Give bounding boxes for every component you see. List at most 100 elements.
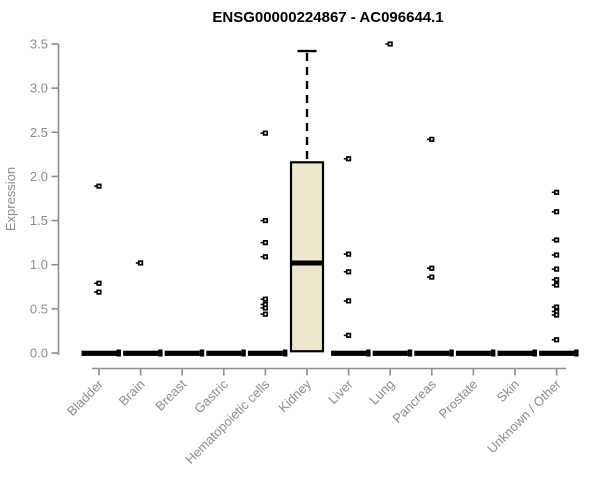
outlier-point-hole bbox=[430, 276, 433, 278]
x-category-label: Kidney bbox=[275, 376, 314, 415]
outlier-point-hole bbox=[347, 334, 350, 337]
outlier-point-tick bbox=[343, 253, 347, 255]
outlier-point-hole bbox=[347, 253, 350, 256]
outlier-point-hole bbox=[555, 239, 558, 241]
zero-bar-end bbox=[116, 349, 121, 357]
outlier-point-tick bbox=[551, 306, 555, 308]
y-tick-label: 3.0 bbox=[30, 81, 48, 96]
zero-bar-end bbox=[532, 349, 537, 357]
outlier-point-hole bbox=[555, 284, 558, 286]
zero-bar bbox=[206, 350, 242, 356]
outlier-point-hole bbox=[555, 310, 558, 313]
box bbox=[289, 161, 325, 353]
zero-bar bbox=[123, 350, 159, 356]
zero-bar bbox=[455, 350, 491, 356]
outlier-point-tick bbox=[551, 284, 555, 286]
outlier-point-tick bbox=[343, 270, 347, 273]
outlier-point-hole bbox=[264, 219, 267, 222]
outlier-point-hole bbox=[555, 306, 558, 308]
marks-layer bbox=[81, 49, 579, 357]
zero-bar-end bbox=[449, 349, 454, 357]
outlier-point-hole bbox=[264, 303, 267, 306]
outlier-point-tick bbox=[385, 43, 388, 45]
zero-bar-end bbox=[241, 349, 246, 357]
outlier-point-tick bbox=[551, 268, 555, 270]
outlier-point-tick bbox=[427, 267, 430, 270]
y-tick-label: 1.5 bbox=[30, 213, 48, 228]
outlier-point-hole bbox=[264, 307, 267, 309]
x-category-label: Pancreas bbox=[389, 376, 439, 426]
outlier-point-tick bbox=[551, 310, 555, 313]
outlier-point-hole bbox=[555, 268, 558, 271]
outlier-point-hole bbox=[264, 132, 267, 135]
y-tick-label: 2.0 bbox=[30, 169, 48, 184]
outlier-point-hole bbox=[98, 291, 100, 293]
zero-bar bbox=[81, 350, 117, 356]
x-category-label: Lung bbox=[366, 377, 397, 408]
outlier-point-tick bbox=[551, 191, 555, 194]
outlier-point-tick bbox=[343, 300, 347, 302]
x-category-label: Skin bbox=[494, 377, 522, 405]
outlier-point-hole bbox=[555, 191, 558, 194]
outlier-point-tick bbox=[260, 298, 263, 300]
outlier-point-hole bbox=[389, 43, 392, 45]
zero-bar bbox=[372, 350, 408, 356]
y-tick-label: 3.5 bbox=[30, 36, 48, 51]
y-tick-label: 1.0 bbox=[30, 257, 48, 272]
outlier-point-tick bbox=[260, 241, 263, 244]
outlier-point-tick bbox=[551, 239, 555, 241]
zero-bar-end bbox=[199, 349, 205, 357]
zero-bar bbox=[331, 350, 367, 356]
outlier-point-hole bbox=[264, 255, 267, 258]
outlier-point-tick bbox=[343, 157, 347, 160]
zero-bar-end bbox=[366, 349, 371, 357]
outlier-point-tick bbox=[551, 278, 555, 281]
outlier-point-tick bbox=[135, 262, 139, 264]
outlier-point-hole bbox=[98, 185, 100, 188]
zero-bar-end bbox=[407, 349, 413, 357]
outlier-point-hole bbox=[430, 138, 433, 141]
outlier-point-tick bbox=[260, 255, 263, 258]
outlier-point-hole bbox=[555, 314, 558, 316]
outlier-point-tick bbox=[260, 303, 263, 306]
outlier-point-hole bbox=[555, 254, 558, 256]
outlier-point-hole bbox=[347, 270, 350, 273]
zero-bar-end bbox=[574, 349, 579, 357]
outlier-point-tick bbox=[260, 219, 263, 222]
outlier-point-hole bbox=[430, 267, 433, 270]
outlier-point-tick bbox=[260, 132, 263, 134]
x-category-label: Bladder bbox=[64, 376, 107, 419]
zero-bar bbox=[539, 350, 575, 356]
outlier-point-tick bbox=[94, 282, 97, 285]
points-layer bbox=[94, 41, 560, 343]
outlier-point-tick bbox=[260, 313, 263, 315]
outlier-point-hole bbox=[98, 282, 100, 285]
outlier-point-tick bbox=[427, 276, 430, 278]
outlier-point-tick bbox=[260, 307, 263, 309]
zero-bar bbox=[164, 350, 200, 356]
x-category-label: Liver bbox=[325, 376, 356, 407]
y-axis-label: Expression bbox=[3, 167, 18, 231]
outlier-point-hole bbox=[555, 210, 558, 213]
zero-bar bbox=[414, 350, 450, 356]
outlier-point-tick bbox=[94, 185, 97, 187]
chart-title: ENSG00000224867 - AC096644.1 bbox=[212, 9, 443, 26]
outlier-point-tick bbox=[551, 314, 555, 316]
y-tick-label: 2.5 bbox=[30, 125, 48, 140]
zero-bar-end bbox=[158, 349, 163, 357]
outlier-point-hole bbox=[555, 338, 558, 341]
outlier-point-hole bbox=[264, 241, 267, 244]
outlier-point-hole bbox=[555, 278, 558, 281]
outlier-point-tick bbox=[343, 334, 347, 337]
outlier-point-hole bbox=[264, 298, 267, 301]
outlier-point-hole bbox=[347, 300, 350, 302]
zero-bar bbox=[247, 350, 283, 356]
x-category-label: Gastric bbox=[191, 376, 231, 416]
x-category-label: Breast bbox=[152, 376, 189, 413]
y-tick-label: 0.5 bbox=[30, 301, 48, 316]
zero-bar-end bbox=[282, 349, 288, 357]
outlier-point-hole bbox=[139, 262, 142, 264]
x-category-label: Prostate bbox=[436, 377, 481, 422]
outlier-point-hole bbox=[264, 313, 267, 316]
